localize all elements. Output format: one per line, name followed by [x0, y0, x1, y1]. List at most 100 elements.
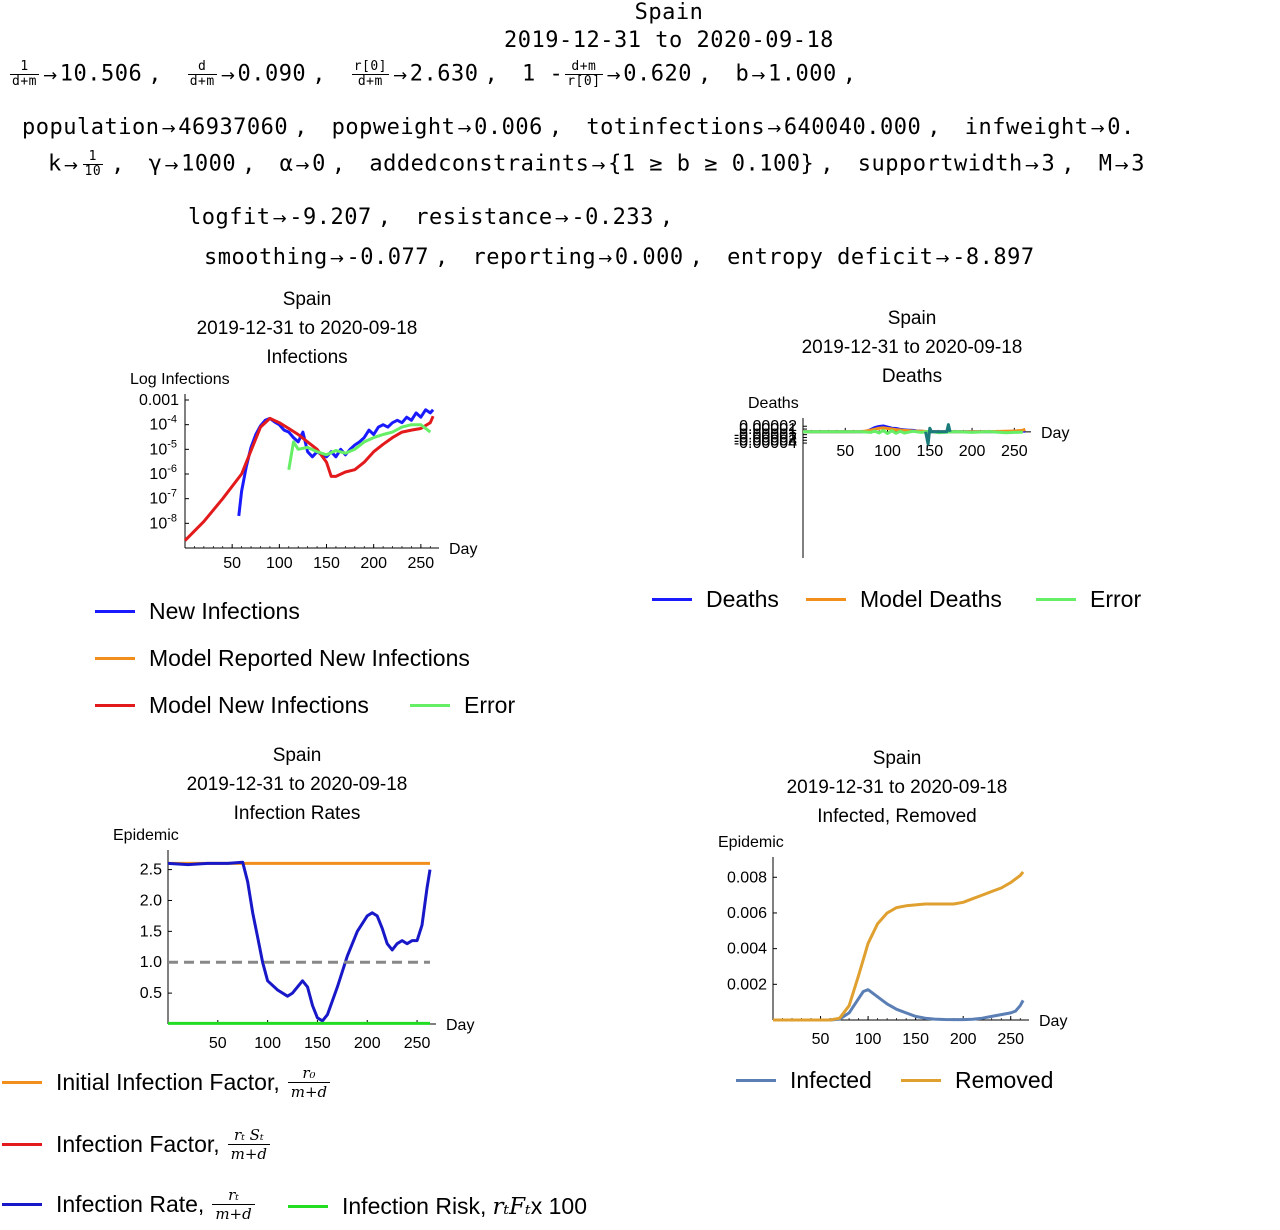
x-tick-label: 100: [266, 555, 293, 572]
fraction: d d+m: [187, 59, 217, 89]
legend-swatch-green: [1036, 598, 1076, 601]
y-tick-label: -0.00002: [734, 429, 797, 446]
x-tick-label: 150: [313, 555, 340, 572]
legend-swatch-red: [95, 704, 135, 707]
legend-infection-rate: Infection Rate, rₜ m+d: [2, 1186, 255, 1223]
x-tick-label: 150: [916, 443, 943, 460]
legend-swatch-orange: [2, 1081, 42, 1084]
y-tick-label: 10-4: [149, 414, 177, 434]
fraction: r₀ m+d: [287, 1064, 331, 1101]
header-line-1: 1 d+m →10.506, d d+m →0.090, r[0] d+m →2.630, …: [10, 59, 857, 89]
x-tick-label: 50: [836, 443, 854, 460]
x-tick-label: 200: [360, 555, 387, 572]
legend-deaths-error: Error: [1036, 586, 1141, 613]
y-axis-label: Deaths: [748, 395, 799, 412]
x-axis-label: Day: [449, 541, 477, 558]
legend-swatch-red: [2, 1143, 42, 1146]
y-tick-label: 0.00002: [739, 418, 797, 435]
x-tick-label: 250: [1001, 443, 1028, 460]
legend-removed: Removed: [901, 1067, 1053, 1094]
rates-title: Spain 2019-12-31 to 2020-09-18 Infection…: [186, 745, 408, 824]
fraction: rₜ m+d: [212, 1186, 255, 1223]
y-tick-label: 0.002: [727, 976, 767, 993]
x-axis-label: Day: [1041, 425, 1069, 442]
y-tick-label: 0.5: [140, 985, 162, 1002]
legend-infection-risk: Infection Risk, rₜFₜ x 100: [288, 1193, 587, 1220]
y-tick-label: 2.0: [140, 892, 162, 909]
y-tick-label: 1.5: [140, 923, 162, 940]
model-new-infections-series-line: [183, 415, 435, 542]
infections-title: Spain 2019-12-31 to 2020-09-18 Infection…: [196, 289, 418, 368]
y-tick-label: -0.00001: [734, 427, 797, 444]
legend-model-new-infections: Model New Infections: [95, 692, 369, 719]
y-tick-label: 0.001: [139, 392, 179, 409]
fraction: 1 10: [82, 149, 104, 179]
y-tick-label: -0.00003: [734, 432, 797, 449]
y-tick-label: 10-8: [149, 512, 177, 532]
header-line-5: smoothing →-0.077, reporting →0.000, entro…: [204, 245, 1035, 270]
reference-series-line: [924, 423, 952, 446]
infection-rate-series-line: [167, 860, 432, 1023]
legend-new-infections: New Infections: [95, 598, 300, 625]
header-date-range: 2019-12-31 to 2020-09-18: [504, 28, 834, 53]
legend-swatch-steel: [736, 1079, 776, 1082]
legend-deaths: Deaths: [652, 586, 779, 613]
x-tick-label: 200: [959, 443, 986, 460]
x-tick-label: 150: [902, 1031, 929, 1048]
header-country: Spain: [634, 0, 704, 25]
x-tick-label: 50: [812, 1031, 830, 1048]
x-axis-label: Day: [1039, 1013, 1067, 1030]
x-tick-label: 50: [209, 1035, 227, 1052]
y-tick-label: 0.004: [727, 941, 767, 958]
legend-model-reported: Model Reported New Infections: [95, 645, 470, 672]
removed-chart: Epidemic Day 50 100 150 200 250 0.002 0.004 0.006…: [718, 834, 1067, 1048]
x-tick-label: 200: [354, 1035, 381, 1052]
error-series-line: [803, 428, 1023, 435]
y-tick-label: -0.00004: [734, 435, 797, 452]
removed-series-line: [773, 870, 1025, 1022]
error-series-line: [287, 423, 432, 470]
header-line-4: logfit →-9.207, resistance →-0.233,: [188, 205, 674, 230]
legend-swatch-orange: [95, 657, 135, 660]
x-tick-label: 250: [404, 1035, 431, 1052]
y-axis-label: Epidemic: [113, 827, 179, 844]
x-tick-label: 100: [254, 1035, 281, 1052]
y-tick-label: 2.5: [140, 862, 162, 879]
y-tick-label: 0.006: [727, 905, 767, 922]
legend-swatch-orange: [806, 598, 846, 601]
legend-swatch-gold: [901, 1079, 941, 1082]
fraction: r[0] d+m: [351, 59, 389, 89]
fraction: rₜ Sₜ m+d: [227, 1126, 271, 1163]
legend-infected: Infected: [736, 1067, 872, 1094]
y-tick-label: 10-6: [149, 463, 177, 483]
legend-swatch-green: [410, 704, 450, 707]
x-tick-label: 50: [223, 555, 241, 572]
legend-swatch-blue: [2, 1203, 42, 1206]
deaths-chart: Deaths Day 50 100 150 200 250 -0.00004-0.00003-…: [734, 395, 1069, 558]
y-tick-label: 10-5: [149, 438, 177, 458]
x-tick-label: 250: [407, 555, 434, 572]
removed-title: Spain 2019-12-31 to 2020-09-18 Infected,…: [786, 748, 1008, 827]
y-axis-label: Log Infections: [130, 371, 230, 388]
x-tick-label: 100: [874, 443, 901, 460]
header-line-3: k → 1 10, γ →1000, α →0, addedconstraints →{1 …: [48, 149, 1145, 179]
infected-series-line: [773, 988, 1025, 1022]
legend-initial-infection-factor: Initial Infection Factor, r₀ m+d: [2, 1064, 331, 1101]
y-tick-label: 0.00001: [739, 421, 797, 438]
legend-swatch-blue: [95, 610, 135, 613]
rates-chart: Epidemic Day 50 100 150 200 250 0.5 1.0 1.5 2.0 2.5: [113, 827, 474, 1052]
y-tick-label: 1.0: [140, 954, 162, 971]
x-tick-label: 100: [855, 1031, 882, 1048]
fraction: d+m r[0]: [565, 59, 603, 89]
header-line-2: population →46937060, popweight →0.006, to…: [22, 115, 1135, 140]
deaths-title: Spain 2019-12-31 to 2020-09-18 Deaths: [801, 308, 1023, 387]
y-axis-label: Epidemic: [718, 834, 784, 851]
x-axis-label: Day: [446, 1017, 474, 1034]
x-tick-label: 250: [997, 1031, 1024, 1048]
legend-swatch-green: [288, 1205, 328, 1208]
legend-error: Error: [410, 692, 515, 719]
legend-infection-factor: Infection Factor, rₜ Sₜ m+d: [2, 1126, 271, 1163]
legend-model-deaths: Model Deaths: [806, 586, 1002, 613]
legend-swatch-blue: [652, 598, 692, 601]
infections-chart: Log Infections Day 50 100 150 200 250 10-8 10-7 1…: [130, 371, 477, 572]
